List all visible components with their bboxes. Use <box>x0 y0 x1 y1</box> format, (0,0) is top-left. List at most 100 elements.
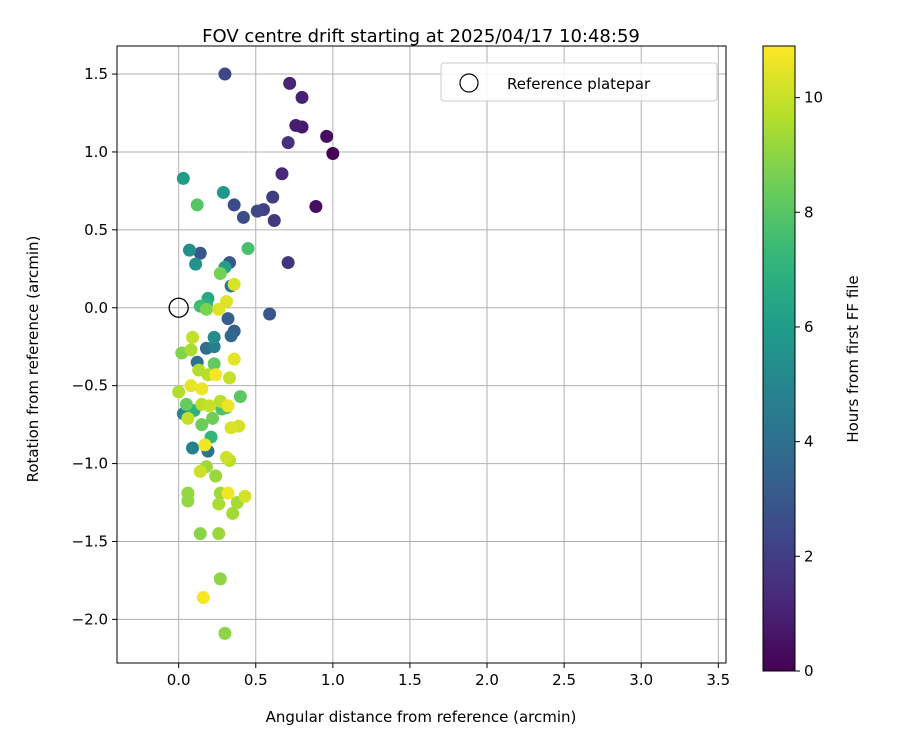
data-point <box>181 494 195 508</box>
data-point <box>207 357 221 371</box>
data-point <box>179 397 193 411</box>
data-point <box>221 486 235 500</box>
legend: Reference platepar <box>440 62 718 102</box>
data-point <box>241 242 255 256</box>
data-point <box>186 330 200 344</box>
y-tick-label: 1.0 <box>84 143 108 161</box>
chart-title: FOV centre drift starting at 2025/04/17 … <box>202 26 640 47</box>
data-point <box>227 198 241 212</box>
data-point <box>224 421 238 435</box>
data-point <box>184 343 198 357</box>
reference-platepar-marker <box>168 297 189 318</box>
x-tick-label: 3.5 <box>706 671 730 689</box>
data-point <box>226 506 240 520</box>
data-point <box>267 214 281 228</box>
legend-box <box>440 62 718 102</box>
data-point <box>219 450 233 464</box>
x-tick-label: 2.5 <box>552 671 576 689</box>
x-tick-label: 3.0 <box>629 671 653 689</box>
data-point <box>224 329 238 343</box>
data-point <box>266 190 280 204</box>
data-point <box>281 256 295 270</box>
plot-frame <box>116 45 727 664</box>
data-point <box>209 368 223 382</box>
x-axis-label: Angular distance from reference (arcmin) <box>266 708 577 726</box>
data-point <box>195 382 209 396</box>
data-point <box>227 352 241 366</box>
data-point <box>213 572 227 586</box>
data-point <box>250 204 264 218</box>
colorbar-tick-label: 0 <box>804 662 814 680</box>
legend-reference-marker <box>459 73 479 93</box>
data-point <box>207 340 221 354</box>
data-point <box>213 266 227 280</box>
data-point <box>233 390 247 404</box>
data-point <box>326 147 340 161</box>
data-point <box>207 330 221 344</box>
x-tick-label: 1.5 <box>398 671 422 689</box>
data-point <box>218 626 232 640</box>
data-point <box>218 67 232 81</box>
data-point <box>238 489 252 503</box>
colorbar-gradient <box>762 45 796 672</box>
colorbar-label: Hours from first FF file <box>844 275 862 442</box>
data-point <box>172 385 186 399</box>
reference-marker <box>168 297 189 318</box>
data-point <box>275 167 289 181</box>
data-point <box>186 441 200 455</box>
data-point <box>263 307 277 321</box>
y-axis-label: Rotation from reference (arcmin) <box>24 236 42 483</box>
data-point <box>289 118 303 132</box>
data-point <box>203 399 217 413</box>
data-points <box>172 67 340 640</box>
data-point <box>199 302 213 316</box>
colorbar-tick-label: 6 <box>804 318 814 336</box>
colorbar-tick-label: 8 <box>804 203 814 221</box>
data-point <box>227 277 241 291</box>
axes: 0.0 0.5 1.0 1.5 2.0 2.5 3.0 3.5 −2.0 −1.5 −1.0 −0.5… <box>72 65 731 689</box>
y-tick-label: 0.0 <box>84 299 108 317</box>
data-point <box>190 198 204 212</box>
data-point <box>295 90 309 104</box>
data-point <box>236 210 250 224</box>
y-tick-label: −1.0 <box>72 455 108 473</box>
data-point <box>281 136 295 150</box>
data-point <box>212 497 226 511</box>
y-tick-label: −0.5 <box>72 377 108 395</box>
data-point <box>212 527 226 541</box>
data-point <box>182 243 196 257</box>
colorbar: 0 2 4 6 8 10 Hours from first FF file <box>762 45 862 680</box>
data-point <box>193 464 207 478</box>
colorbar-tick-label: 4 <box>804 433 814 451</box>
data-point <box>283 76 297 90</box>
colorbar-tick-label: 2 <box>804 547 814 565</box>
x-tick-label: 0.5 <box>244 671 268 689</box>
data-point <box>223 371 237 385</box>
y-tick-label: 0.5 <box>84 221 108 239</box>
data-point <box>309 199 323 213</box>
data-point <box>216 185 230 199</box>
colorbar-tick-label: 10 <box>804 89 823 107</box>
y-tick-label: 1.5 <box>84 65 108 83</box>
data-point <box>176 171 190 185</box>
data-point <box>221 312 235 326</box>
data-point <box>189 257 203 271</box>
data-point <box>320 129 334 143</box>
data-point <box>196 591 210 605</box>
legend-entry-reference-platepar: Reference platepar <box>507 75 651 93</box>
data-point <box>198 438 212 452</box>
data-point <box>181 411 195 425</box>
data-point <box>195 418 209 432</box>
colorbar-ticks: 0 2 4 6 8 10 <box>795 89 823 680</box>
data-point <box>206 411 220 425</box>
data-point <box>193 246 207 260</box>
y-tick-label: −1.5 <box>72 532 108 550</box>
x-tick-label: 2.0 <box>475 671 499 689</box>
x-tick-label: 1.0 <box>321 671 345 689</box>
grid <box>117 46 726 663</box>
data-point <box>193 527 207 541</box>
data-point <box>221 399 235 413</box>
data-point <box>212 302 226 316</box>
data-point <box>184 379 198 393</box>
